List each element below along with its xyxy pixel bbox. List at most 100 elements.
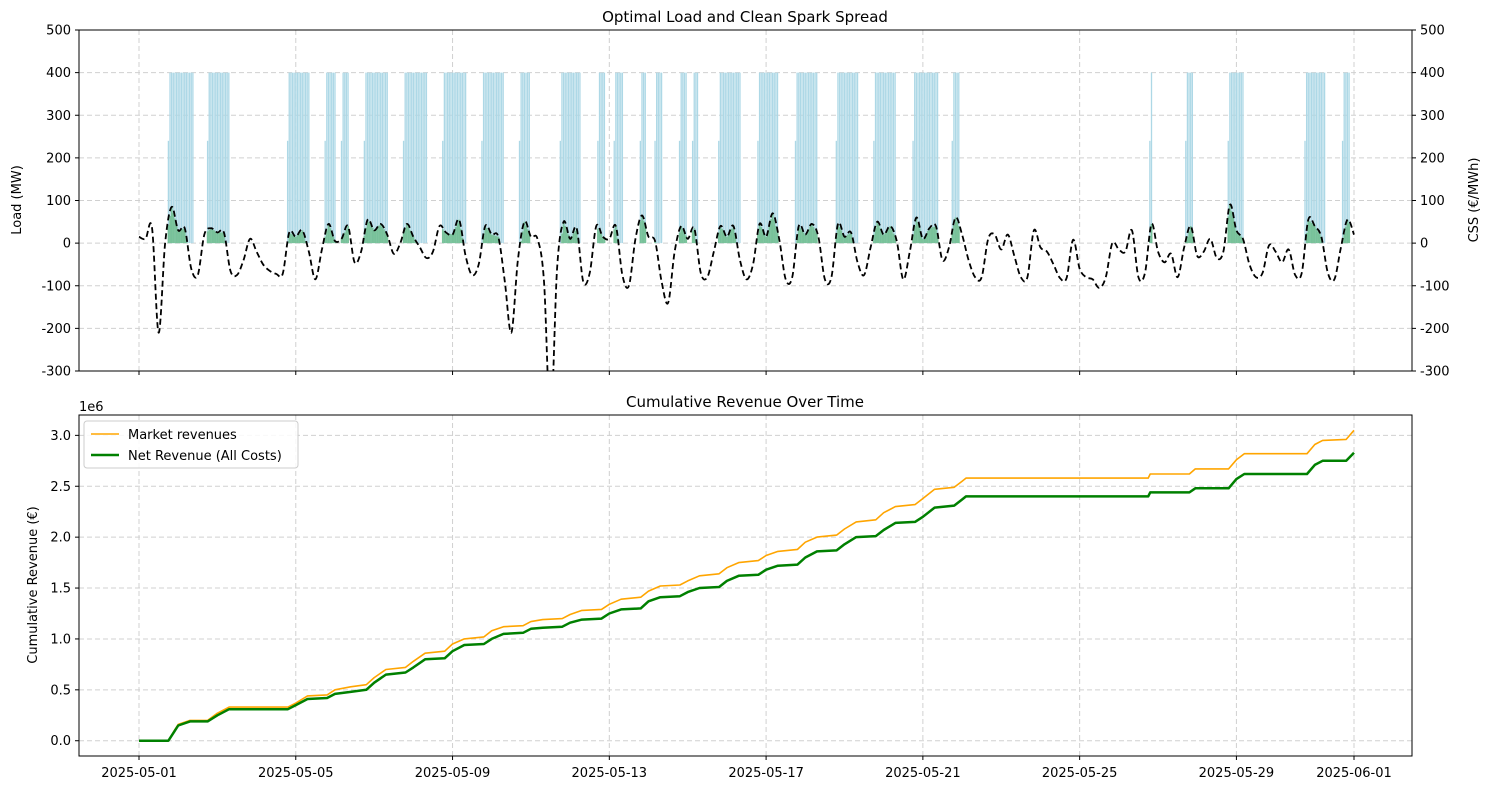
css-positive-fill (894, 237, 897, 244)
css-positive-fill (814, 230, 817, 244)
load-bar (375, 72, 377, 244)
load-bar (448, 72, 450, 244)
load-bar (912, 140, 914, 244)
load-bar (855, 72, 857, 244)
css-positive-fill (490, 234, 493, 244)
load-y-tick-label: -200 (41, 322, 71, 337)
load-bar (734, 72, 736, 244)
load-bar (1232, 72, 1234, 244)
css-positive-fill (216, 232, 219, 244)
load-bar (1150, 72, 1153, 244)
load-bar (840, 72, 842, 244)
load-bar (288, 72, 290, 244)
load-bar (771, 72, 774, 244)
css-positive-fill (683, 232, 686, 244)
css-positive-fill (1343, 233, 1346, 244)
css-positive-fill (922, 238, 924, 244)
css-positive-fill (213, 230, 216, 244)
load-bar (794, 140, 797, 244)
css-positive-fill (489, 232, 492, 244)
load-bar (381, 72, 383, 244)
css-positive-fill (882, 234, 885, 244)
load-bar (1319, 72, 1321, 244)
load-bar (464, 72, 467, 244)
css-positive-fill (566, 230, 568, 244)
legend-box (83, 420, 299, 469)
load-bar (502, 72, 504, 244)
legend-label-market: Market revenues (128, 428, 237, 443)
load-bar (1242, 72, 1244, 244)
load-bar (481, 140, 483, 244)
css-positive-fill (917, 222, 919, 244)
revenue-y-tick-label: 0.5 (50, 683, 71, 698)
css-positive-fill (456, 223, 459, 244)
css-positive-fill (802, 232, 805, 244)
css-positive-fill (327, 223, 330, 244)
load-bar (1149, 140, 1151, 244)
css-positive-fill (404, 228, 407, 244)
load-bar (603, 72, 606, 244)
load-bar (522, 72, 524, 244)
css-positive-fill (1232, 217, 1235, 244)
css-positive-fill (288, 232, 291, 244)
css-positive-fill (766, 230, 769, 244)
load-bar (917, 72, 919, 244)
load-bar (559, 140, 561, 244)
css-positive-fill (807, 229, 810, 244)
load-bar (327, 72, 330, 244)
css-positive-fill (951, 232, 954, 244)
load-bar (451, 72, 454, 244)
load-bar (491, 72, 493, 244)
css-positive-fill (443, 230, 446, 244)
css-positive-fill (180, 229, 183, 244)
load-bar (344, 72, 346, 244)
load-bar (1320, 72, 1322, 244)
css-positive-fill (521, 231, 524, 244)
css-positive-fill (211, 229, 214, 244)
market-revenue-line (139, 429, 1355, 742)
load-axis-label: Load (MW) (10, 165, 25, 235)
load-bar (365, 72, 367, 244)
css-positive-fill (928, 228, 931, 244)
load-bar (208, 72, 210, 244)
load-bar (366, 72, 369, 244)
load-bar (876, 72, 878, 244)
css-positive-fill (412, 236, 415, 244)
css-positive-fill (182, 228, 185, 244)
css-positive-fill (343, 232, 346, 244)
css-positive-fill (570, 236, 573, 244)
css-positive-fill (520, 240, 523, 244)
load-bar (801, 72, 803, 244)
css-positive-fill (492, 235, 495, 244)
load-bar (1240, 72, 1242, 244)
css-positive-fill (1186, 236, 1189, 244)
legend-label-net: Net Revenue (All Costs) (128, 449, 282, 464)
css-positive-fill (497, 236, 500, 244)
load-bar (798, 72, 800, 244)
load-bar (816, 72, 818, 244)
css-positive-fill (342, 235, 345, 244)
css-positive-fill (953, 225, 955, 244)
css-positive-fill (1238, 234, 1241, 244)
css-positive-fill (846, 234, 849, 244)
load-bar (835, 140, 837, 244)
load-bar (922, 72, 924, 244)
css-positive-fill (562, 221, 565, 244)
css-positive-fill (840, 230, 843, 244)
css-positive-fill (1318, 234, 1321, 244)
css-positive-fill (815, 233, 818, 244)
load-bar (564, 72, 566, 244)
css-positive-fill (845, 235, 848, 244)
css-positive-fill (167, 225, 170, 244)
css-positive-fill (290, 233, 292, 244)
load-bar (210, 72, 212, 244)
load-bar (171, 72, 173, 244)
css-positive-fill (935, 226, 937, 244)
load-bar (812, 72, 815, 244)
css-positive-fill (296, 235, 299, 244)
load-bar (331, 72, 333, 244)
load-bar (642, 72, 645, 244)
load-bar (460, 72, 462, 244)
load-bar (1229, 72, 1231, 244)
load-bar (216, 72, 219, 244)
